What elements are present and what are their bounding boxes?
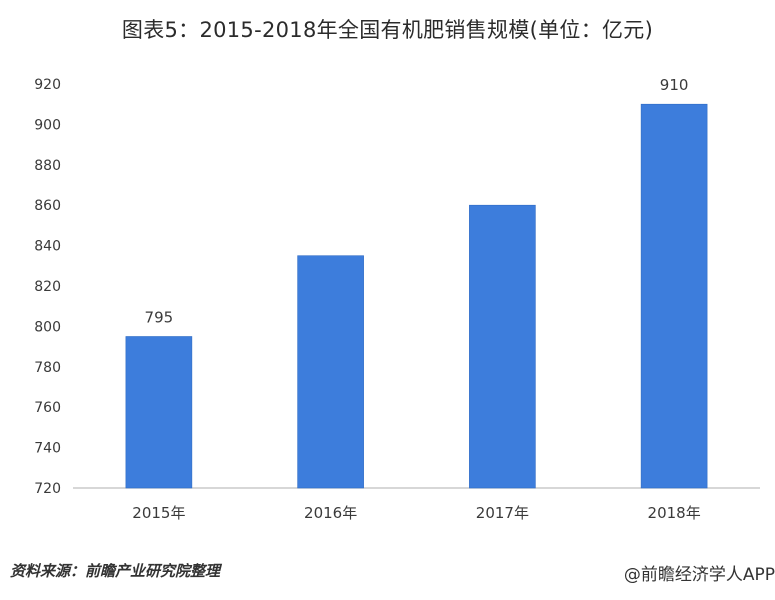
bar: [469, 204, 536, 489]
bar: [125, 336, 193, 489]
y-tick-label: 920: [34, 77, 61, 93]
x-tick-label: 2016年: [304, 504, 357, 522]
y-tick-label: 900: [34, 117, 61, 133]
y-tick-label: 820: [34, 279, 61, 295]
bars: [125, 103, 708, 489]
y-tick-label: 720: [34, 481, 61, 497]
brand-watermark: @前瞻经济学人APP: [623, 565, 775, 585]
y-tick-label: 860: [34, 198, 61, 214]
y-tick-label: 800: [34, 319, 61, 335]
x-tick-label: 2017年: [476, 504, 529, 522]
y-tick-label: 740: [34, 441, 61, 457]
data-label: 795: [145, 309, 174, 327]
data-labels: 795 910: [145, 76, 689, 326]
y-tick-label: 840: [34, 239, 61, 255]
y-axis: 720 740 760 780 800 820 840 860 880 900 920: [34, 77, 61, 497]
x-tick-label: 2015年: [132, 504, 185, 522]
x-axis: 2015年 2016年 2017年 2018年: [73, 487, 760, 522]
chart-title: 图表5：2015-2018年全国有机肥销售规模(单位：亿元): [121, 18, 654, 42]
x-tick-label: 2018年: [648, 504, 701, 522]
y-tick-label: 780: [34, 360, 61, 376]
bar: [640, 103, 708, 489]
source-note: 资料来源：前瞻产业研究院整理: [10, 562, 221, 580]
bar: [297, 255, 364, 489]
y-tick-label: 760: [34, 400, 61, 416]
y-tick-label: 880: [34, 158, 61, 174]
data-label: 910: [660, 76, 689, 94]
